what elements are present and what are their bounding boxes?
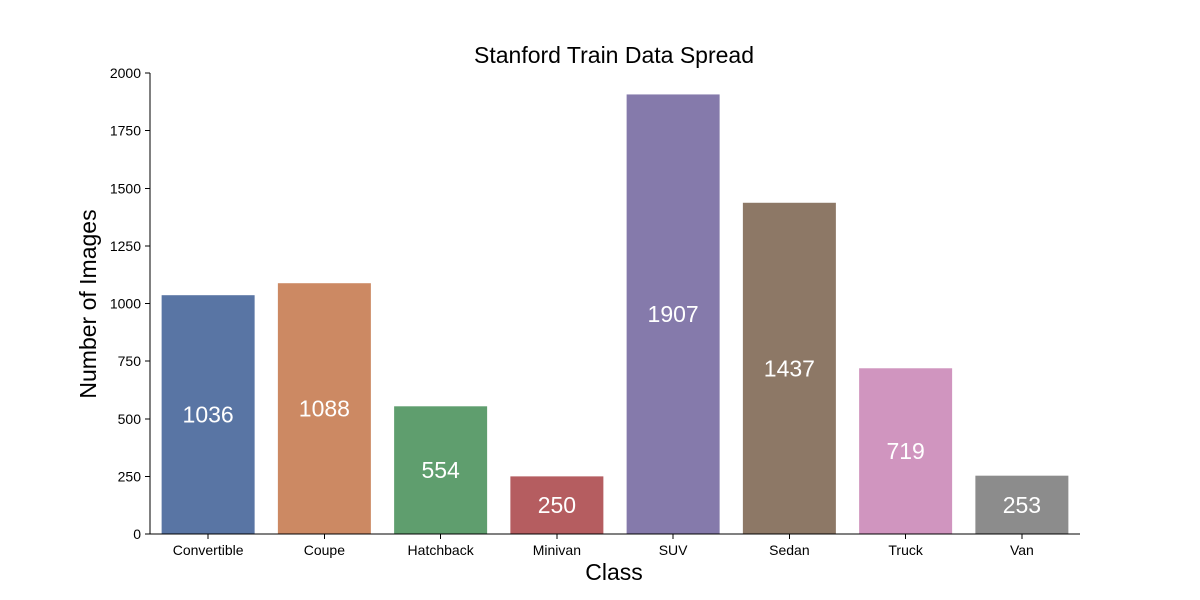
bar-value-label: 253 [1003,492,1041,518]
x-tick-label: Hatchback [408,542,475,558]
bar-value-label: 1437 [764,355,815,381]
x-tick-label: Van [1010,542,1034,558]
y-tick-label: 1000 [110,296,141,312]
bar [161,295,255,534]
bar [394,406,488,534]
x-tick-label: SUV [659,542,688,558]
y-tick-label: 500 [118,411,142,427]
bar-value-label: 719 [886,438,924,464]
bar-value-label: 250 [538,492,576,518]
y-axis: 0 250 500 750 1000 1250 1500 1750 2000 [110,65,151,542]
y-tick-label: 250 [118,468,142,484]
y-tick-label: 2000 [110,65,141,81]
bar-value-label: 1907 [648,301,699,327]
bar [510,476,604,534]
bar-value-label: 554 [421,457,460,483]
y-tick-label: 750 [118,353,142,369]
bars: 1036 1088 554 250 1907 1437 719 253 [161,94,1069,535]
x-tick-label: Coupe [304,542,345,558]
x-axis: Convertible Coupe Hatchback Minivan SUV Sedan… [150,533,1080,558]
y-axis-title: Number of Images [75,209,101,398]
y-tick-label: 1750 [110,123,141,139]
bar [742,202,836,535]
bar [277,283,371,534]
y-tick-label: 1250 [110,238,141,254]
x-tick-label: Minivan [533,542,581,558]
y-tick-label: 0 [133,526,141,542]
chart-title: Stanford Train Data Spread [474,42,754,68]
bar [626,94,720,535]
bar-value-label: 1088 [299,396,350,422]
bar-value-label: 1036 [183,402,234,428]
x-tick-label: Convertible [173,542,244,558]
x-tick-label: Sedan [769,542,809,558]
bar [859,368,953,534]
bar [975,475,1069,534]
x-tick-label: Truck [888,542,923,558]
y-tick-label: 1500 [110,180,141,196]
x-axis-title: Class [585,559,643,585]
